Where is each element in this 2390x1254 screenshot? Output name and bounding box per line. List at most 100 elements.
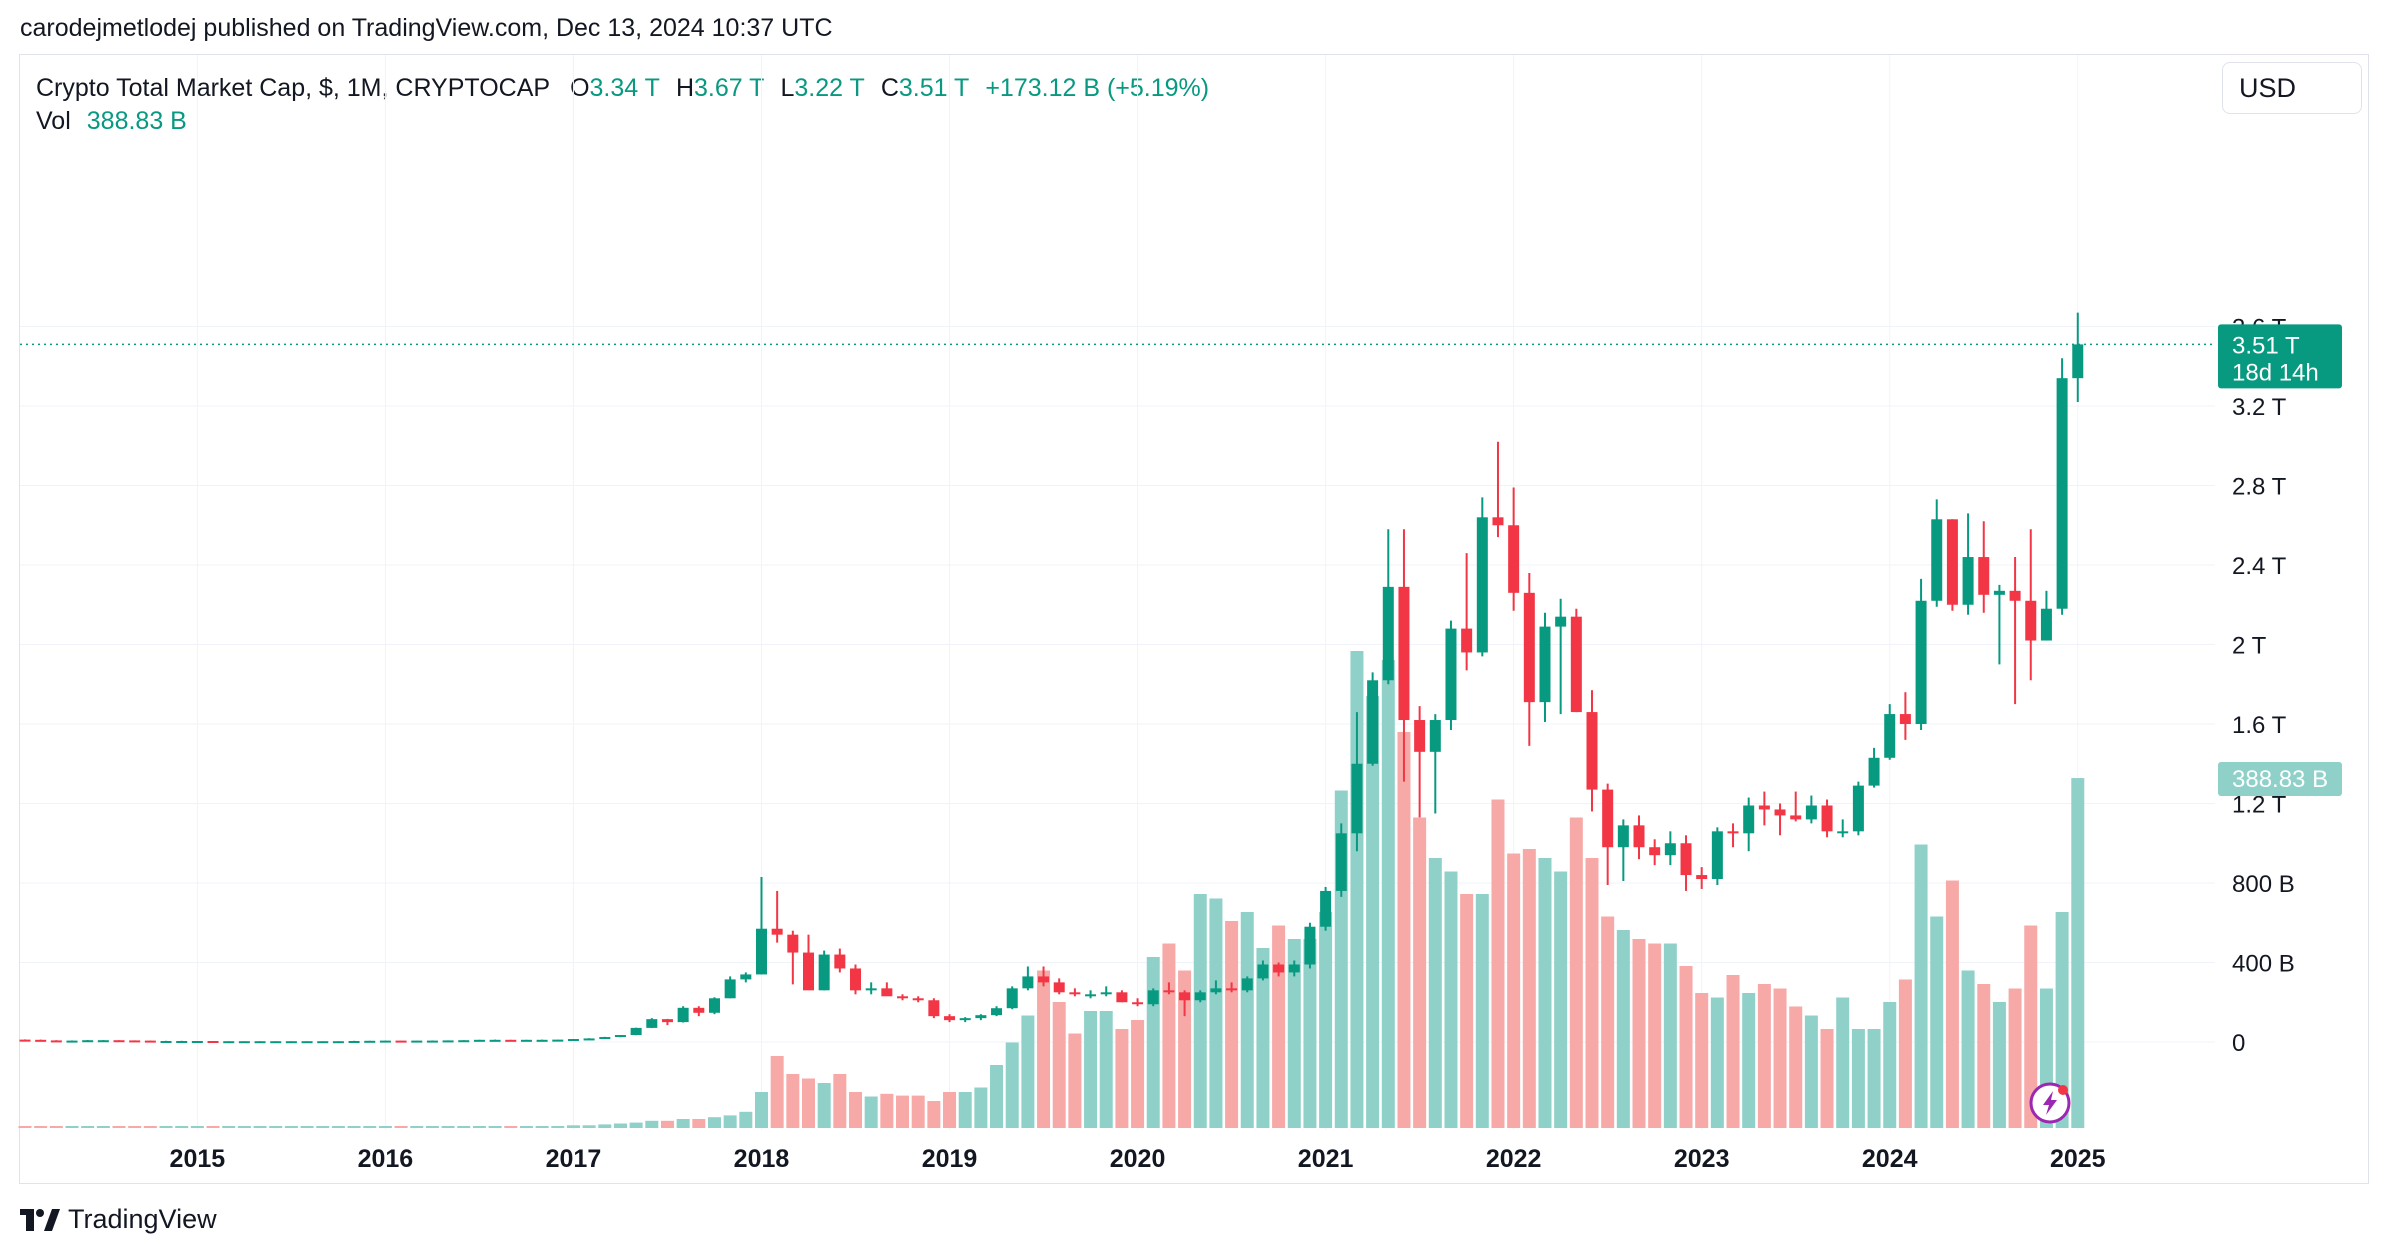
volume-bar: [911, 1095, 925, 1128]
volume-bar: [1021, 1015, 1035, 1128]
candle-body: [1899, 714, 1911, 724]
volume-bar: [1522, 849, 1536, 1128]
candle-body: [160, 1041, 172, 1044]
candle-body: [850, 968, 862, 991]
volume-bar: [802, 1078, 815, 1128]
volume-bar: [723, 1115, 737, 1128]
price-tick-label: 3.2 T: [2232, 394, 2287, 421]
volume-bar: [425, 1126, 439, 1128]
volume-bar: [472, 1126, 486, 1128]
high-value: 3.67 T: [694, 74, 765, 102]
volume-bar: [1538, 858, 1552, 1128]
volume-bar: [1679, 966, 1693, 1128]
volume-bar: [927, 1101, 941, 1128]
candle-body: [1445, 628, 1457, 721]
symbol-title[interactable]: Crypto Total Market Cap, $, 1M, CRYPTOCA…: [36, 74, 551, 102]
candle-body: [254, 1041, 266, 1044]
candle-body: [1100, 992, 1112, 995]
candle-body: [395, 1040, 407, 1043]
candle-body: [1288, 964, 1300, 973]
volume-bar: [284, 1126, 298, 1128]
candle-body: [661, 1019, 673, 1023]
candle-body: [50, 1040, 62, 1043]
candle-body: [1335, 833, 1347, 891]
candle-body: [1226, 988, 1238, 991]
candle-body: [818, 954, 830, 991]
price-tick-label: 1.6 T: [2232, 712, 2287, 739]
candle-body: [473, 1039, 485, 1042]
candle-body: [1476, 517, 1488, 653]
volume-bar: [18, 1126, 32, 1128]
volume-bar: [1648, 943, 1662, 1128]
volume-bar: [1366, 696, 1380, 1128]
candle-body: [1711, 831, 1723, 880]
volume-bar: [1225, 921, 1239, 1128]
volume-bar: [1992, 1002, 2006, 1128]
candle-body: [1508, 525, 1520, 593]
high-key: H: [675, 74, 695, 102]
candle-body: [599, 1037, 611, 1040]
candle-body: [1069, 992, 1081, 995]
volume-bar: [1804, 1015, 1818, 1128]
volume-bar: [1836, 997, 1850, 1128]
lightning-event-icon[interactable]: [2029, 1082, 2071, 1124]
volume-bar: [441, 1126, 455, 1128]
candle-body: [881, 988, 893, 997]
volume-key[interactable]: Vol: [36, 107, 71, 135]
volume-bar: [65, 1126, 79, 1128]
candle-body: [176, 1041, 188, 1044]
volume-bar: [96, 1126, 110, 1128]
volume-bar: [2071, 778, 2085, 1128]
year-label: 2018: [734, 1145, 790, 1173]
currency-button[interactable]: USD: [2222, 62, 2362, 114]
open-value: 3.34 T: [589, 74, 660, 102]
candle-body: [1053, 982, 1065, 993]
tradingview-logo[interactable]: TradingView: [20, 1204, 217, 1235]
volume-bar: [1256, 948, 1270, 1128]
volume-bar: [739, 1111, 753, 1128]
candle-body: [1006, 988, 1018, 1009]
candle-body: [1868, 757, 1880, 786]
volume-bar: [1695, 993, 1709, 1128]
candle-body: [1805, 805, 1817, 820]
volume-bar: [237, 1126, 251, 1128]
volume-bar: [1131, 1020, 1145, 1128]
volume-bar: [1319, 912, 1333, 1128]
price-tick-label: 800 B: [2232, 871, 2295, 898]
candle-body: [1570, 616, 1582, 713]
volume-bar: [943, 1092, 957, 1128]
candle-body: [944, 1016, 956, 1021]
candle-body: [1821, 805, 1833, 832]
candle-body: [787, 934, 799, 953]
year-label: 2023: [1674, 1145, 1730, 1173]
candle-body: [1414, 720, 1426, 752]
candle-body: [1179, 992, 1191, 1001]
candle-body: [1539, 626, 1551, 703]
candle-body: [1680, 843, 1692, 876]
candle-body: [1884, 714, 1896, 758]
candle-body: [552, 1039, 564, 1042]
candle-body: [991, 1008, 1003, 1016]
candle-body: [1649, 847, 1661, 856]
year-label: 2025: [2050, 1145, 2106, 1173]
candle-body: [1038, 976, 1050, 983]
candle-body: [1602, 789, 1614, 848]
candle-body: [693, 1007, 705, 1013]
candle-body: [1085, 994, 1097, 997]
volume-bar: [457, 1126, 471, 1128]
candle-body: [1962, 557, 1974, 605]
year-label: 2022: [1486, 1145, 1542, 1173]
last-price-value: 3.51 T: [2232, 332, 2300, 359]
volume-bar: [1977, 984, 1991, 1128]
volume-bar: [1037, 970, 1051, 1128]
candle-body: [724, 979, 736, 999]
candle-body: [1210, 988, 1222, 993]
volume-bar: [1084, 1011, 1098, 1128]
volume-bar: [1663, 943, 1677, 1128]
volume-bar: [1554, 871, 1568, 1128]
volume-bar: [1898, 979, 1912, 1128]
volume-bar: [1068, 1033, 1082, 1128]
candle-body: [1351, 763, 1363, 834]
volume-bar: [175, 1126, 189, 1128]
